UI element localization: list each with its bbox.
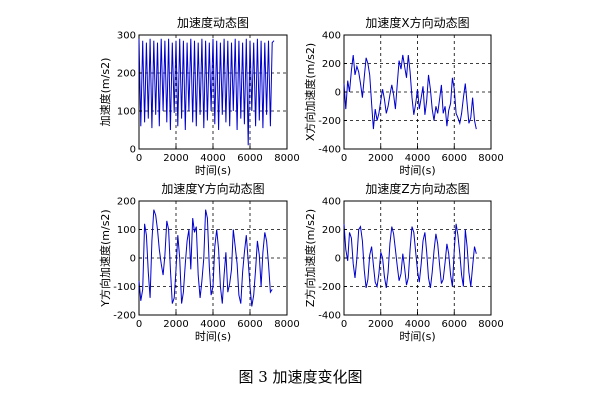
tick-label-y: 200 bbox=[117, 69, 136, 80]
tick-label-y: -200 bbox=[318, 282, 341, 293]
tick-label-y: 200 bbox=[322, 59, 341, 70]
x-axis-label: 时间(s) bbox=[195, 164, 231, 177]
x-axis-label: 时间(s) bbox=[399, 164, 435, 177]
tick-label-x: 4000 bbox=[200, 153, 225, 164]
tick-label-x: 6000 bbox=[237, 319, 262, 330]
chart-panel-2: 0 2000 4000 6000 8000 -400 -200 0 200 400 加速度X方向动态… bbox=[303, 15, 504, 177]
tick-label-x: 8000 bbox=[274, 153, 299, 164]
series-line bbox=[138, 209, 273, 307]
tick-label-y: 200 bbox=[322, 225, 341, 236]
x-axis-label: 时间(s) bbox=[195, 330, 231, 343]
tick-label-x: 4000 bbox=[405, 319, 430, 330]
tick-label-x: 2000 bbox=[368, 319, 393, 330]
chart-title: 加速度动态图 bbox=[177, 15, 249, 30]
tick-label-y: 0 bbox=[335, 254, 341, 265]
tick-label-x: 0 bbox=[341, 319, 347, 330]
tick-label-y: 400 bbox=[322, 31, 341, 42]
chart-title: 加速度Y方向动态图 bbox=[161, 181, 264, 196]
tick-label-y: 100 bbox=[117, 225, 136, 236]
tick-label-y: -400 bbox=[318, 145, 341, 156]
tick-label-y: -400 bbox=[318, 311, 341, 322]
series-line bbox=[138, 38, 275, 146]
chart-title: 加速度Z方向动态图 bbox=[365, 181, 469, 196]
series-line bbox=[343, 54, 477, 130]
tick-label-x: 8000 bbox=[478, 153, 503, 164]
chart-panel-3: 0 2000 4000 6000 8000 -200 -100 0 100 200 加速度Y方向动态… bbox=[98, 181, 300, 343]
tick-label-x: 8000 bbox=[478, 319, 503, 330]
series-line bbox=[343, 223, 477, 289]
y-axis-label: Z方向加速度(m/s2) bbox=[303, 209, 317, 307]
chart-panel-4: 0 2000 4000 6000 8000 -400 -200 0 200 400 加速度Z方向动态… bbox=[303, 181, 504, 343]
tick-label-y: 0 bbox=[130, 254, 136, 265]
tick-label-x: 2000 bbox=[368, 153, 393, 164]
tick-label-y: 0 bbox=[335, 88, 341, 99]
tick-label-x: 4000 bbox=[200, 319, 225, 330]
figure: 0 2000 4000 6000 80000100200300加速度动态图时间(s)加速… bbox=[98, 15, 504, 343]
tick-label-x: 8000 bbox=[274, 319, 299, 330]
tick-label-x: 6000 bbox=[237, 153, 262, 164]
chart-title: 加速度X方向动态图 bbox=[365, 15, 469, 30]
tick-label-y: 300 bbox=[117, 31, 136, 42]
y-axis-label: 加速度(m/s2) bbox=[98, 58, 112, 127]
figure-caption: 图 3 加速度变化图 bbox=[238, 368, 363, 386]
tick-label-y: 0 bbox=[130, 145, 136, 156]
y-axis-label: X方向加速度(m/s2) bbox=[303, 43, 317, 141]
x-axis-label: 时间(s) bbox=[399, 330, 435, 343]
tick-label-x: 0 bbox=[341, 153, 347, 164]
tick-label-y: 200 bbox=[117, 197, 136, 208]
tick-label-y: -200 bbox=[318, 116, 341, 127]
tick-label-x: 2000 bbox=[163, 319, 188, 330]
tick-label-y: 100 bbox=[117, 107, 136, 118]
tick-label-x: 2000 bbox=[163, 153, 188, 164]
tick-label-y: 400 bbox=[322, 197, 341, 208]
y-axis-label: Y方向加速度(m/s2) bbox=[98, 209, 112, 307]
tick-label-x: 6000 bbox=[442, 153, 467, 164]
tick-label-y: -200 bbox=[113, 311, 136, 322]
tick-label-x: 0 bbox=[136, 153, 142, 164]
tick-label-x: 4000 bbox=[405, 153, 430, 164]
tick-label-x: 6000 bbox=[442, 319, 467, 330]
tick-label-x: 0 bbox=[136, 319, 142, 330]
tick-label-y: -100 bbox=[113, 282, 136, 293]
